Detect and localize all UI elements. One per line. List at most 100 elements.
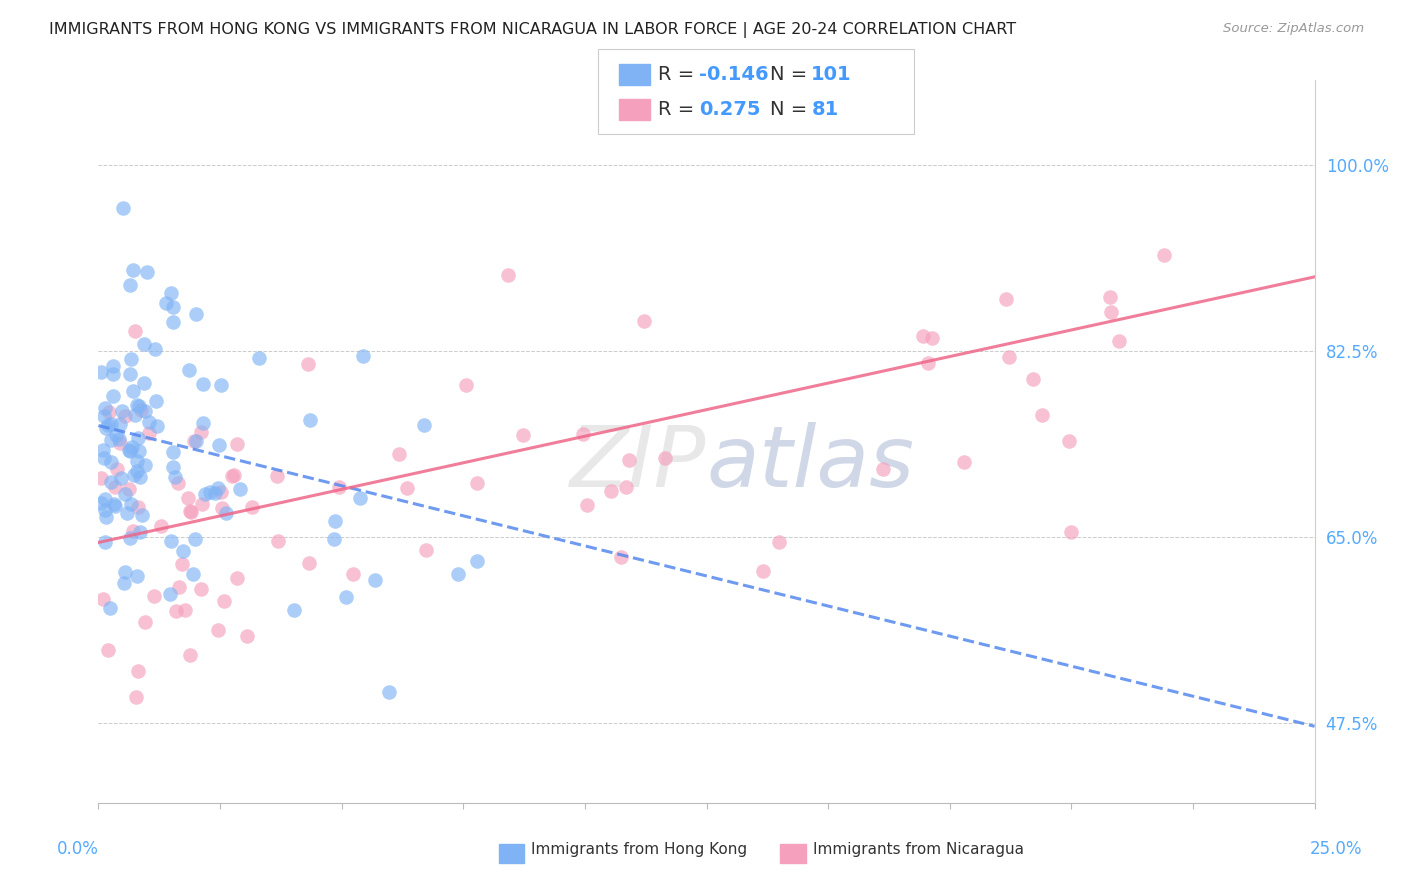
Point [998, 351, 1021, 365]
Point [184, 307, 207, 321]
Point [127, 464, 149, 478]
Text: N =: N = [770, 65, 814, 84]
Point [112, 575, 135, 590]
Point [191, 376, 214, 391]
Text: Immigrants from Hong Kong: Immigrants from Hong Kong [531, 842, 748, 856]
Text: IMMIGRANTS FROM HONG KONG VS IMMIGRANTS FROM NICARAGUA IN LABOR FORCE | AGE 20-2: IMMIGRANTS FROM HONG KONG VS IMMIGRANTS … [49, 22, 1017, 38]
Point [215, 506, 238, 520]
Point [115, 506, 138, 520]
Point [496, 268, 519, 283]
Point [221, 469, 243, 483]
Point [266, 468, 288, 483]
Point [174, 603, 197, 617]
Point [108, 432, 131, 446]
Point [118, 444, 141, 458]
Point [446, 566, 468, 581]
Point [160, 534, 183, 549]
Text: R =: R = [658, 100, 700, 120]
Point [179, 503, 201, 517]
Point [162, 459, 184, 474]
Point [128, 525, 150, 540]
Point [917, 356, 939, 370]
Point [1059, 434, 1081, 448]
Point [364, 574, 387, 588]
Text: 81: 81 [811, 100, 838, 120]
Point [93, 409, 115, 423]
Point [155, 296, 177, 310]
Point [1099, 305, 1122, 319]
Point [512, 427, 534, 442]
Text: 0.275: 0.275 [699, 100, 761, 120]
Point [768, 535, 790, 549]
Point [125, 690, 148, 704]
Point [93, 451, 115, 466]
Point [1031, 408, 1053, 422]
Point [101, 359, 124, 374]
Point [325, 514, 347, 528]
Point [225, 436, 247, 450]
Point [94, 534, 117, 549]
Point [170, 557, 193, 571]
Point [125, 569, 148, 583]
Point [120, 497, 142, 511]
Point [103, 368, 125, 382]
Point [167, 476, 190, 491]
Point [118, 367, 141, 381]
Point [209, 378, 232, 392]
Point [138, 415, 160, 429]
Point [134, 615, 156, 630]
Point [127, 500, 149, 514]
Point [159, 587, 181, 601]
Point [1153, 248, 1175, 262]
Point [952, 455, 974, 469]
Point [236, 629, 259, 643]
Point [145, 418, 167, 433]
Point [149, 519, 172, 533]
Point [105, 462, 128, 476]
Point [297, 357, 319, 371]
Point [134, 458, 156, 472]
Point [127, 431, 149, 445]
Point [110, 471, 132, 485]
Point [609, 550, 631, 565]
Point [413, 418, 436, 433]
Point [191, 497, 214, 511]
Point [121, 524, 143, 538]
Point [138, 426, 160, 441]
Point [114, 565, 136, 579]
Point [111, 838, 134, 853]
Point [633, 314, 655, 328]
Point [181, 566, 204, 581]
Point [177, 363, 200, 377]
Point [103, 389, 125, 403]
Point [349, 491, 371, 506]
Point [98, 405, 121, 419]
Text: N =: N = [770, 100, 814, 120]
Point [872, 461, 894, 475]
Point [342, 566, 364, 581]
Point [128, 399, 150, 413]
Text: 101: 101 [811, 65, 852, 84]
Point [120, 277, 142, 292]
Point [222, 468, 245, 483]
Point [921, 331, 943, 345]
Point [104, 499, 127, 513]
Point [184, 533, 207, 547]
Point [209, 484, 232, 499]
Point [172, 544, 194, 558]
Point [395, 481, 418, 495]
Point [100, 455, 122, 469]
Point [654, 451, 676, 466]
Point [179, 648, 201, 662]
Point [165, 469, 187, 483]
Point [600, 483, 623, 498]
Point [97, 418, 120, 433]
Point [93, 443, 115, 458]
Point [183, 434, 205, 449]
Point [98, 601, 121, 615]
Point [124, 408, 146, 422]
Point [186, 434, 208, 449]
Point [134, 404, 156, 418]
Point [1108, 334, 1130, 348]
Point [207, 623, 229, 637]
